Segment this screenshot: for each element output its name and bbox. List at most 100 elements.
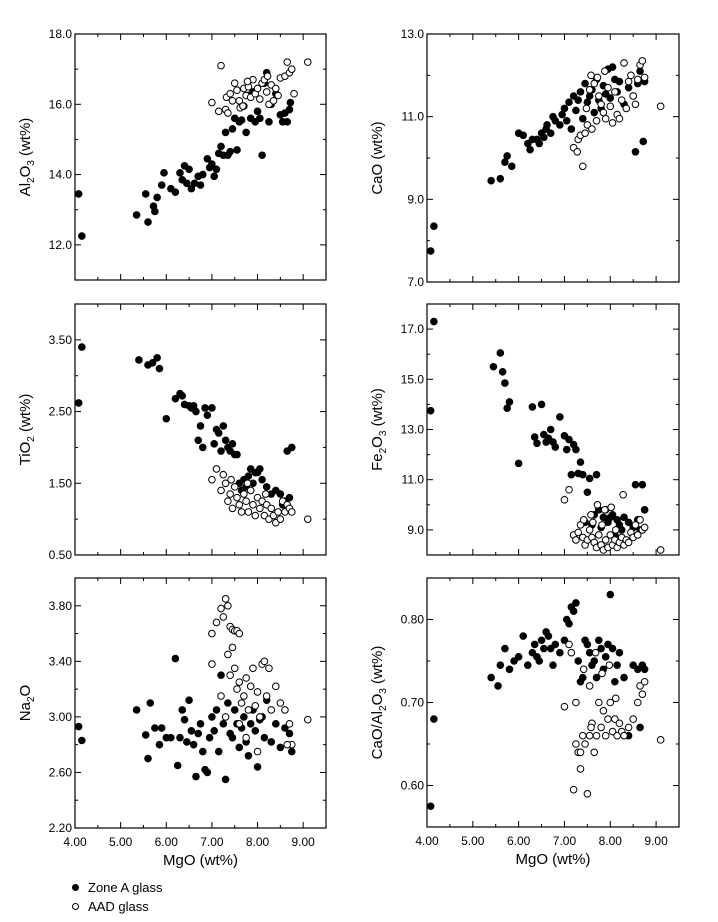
data-point-filled	[549, 661, 557, 669]
data-point-filled	[74, 399, 83, 407]
data-point-open	[572, 698, 580, 707]
y-tick-label: 1.50	[49, 476, 73, 490]
data-point-open	[578, 162, 587, 171]
data-point-filled	[212, 165, 221, 174]
data-point-open	[615, 114, 624, 123]
filled-circle-marker-icon	[72, 884, 79, 891]
data-point-filled	[208, 160, 216, 168]
data-point-open	[606, 698, 615, 707]
data-point-filled	[501, 158, 509, 166]
data-point-filled	[562, 445, 571, 454]
data-point-filled	[178, 706, 187, 714]
data-point-filled	[430, 715, 438, 723]
data-point-open	[636, 682, 644, 690]
data-point-open	[244, 508, 253, 516]
data-point-open	[276, 699, 285, 707]
data-point-open	[597, 100, 605, 109]
data-point-open	[219, 613, 228, 621]
data-point-open	[212, 618, 221, 627]
data-point-filled	[276, 490, 285, 498]
data-point-open	[256, 95, 264, 103]
data-point-filled	[546, 129, 555, 137]
data-point-filled	[171, 394, 180, 403]
data-point-filled	[228, 125, 237, 133]
data-point-filled	[203, 768, 212, 777]
data-point-filled	[519, 632, 528, 640]
y-axis-label-text: (wt%)	[369, 388, 386, 431]
legend-item-aad: AAD glass	[72, 899, 149, 914]
data-point-filled	[576, 458, 585, 466]
data-point-open	[224, 109, 232, 117]
data-point-open	[262, 692, 271, 700]
data-point-open	[221, 713, 230, 721]
y-tick-label: 17.0	[401, 322, 425, 336]
data-point-filled	[430, 222, 438, 230]
data-point-open	[656, 102, 665, 111]
data-point-filled	[185, 165, 193, 174]
data-point-filled	[505, 665, 514, 674]
y-axis-label-subscript: 2	[378, 705, 389, 711]
panel-na2o: 2.20 2.60 3.00 3.40 3.80 4.00 5.00 6.00 7.00 8.00…	[17, 577, 327, 869]
data-point-filled	[221, 775, 230, 784]
data-point-open	[243, 479, 252, 488]
series-zone-a-glass	[426, 317, 649, 539]
data-point-filled	[230, 706, 239, 714]
x-tick-label: 6.00	[507, 834, 531, 848]
data-point-filled	[615, 77, 624, 86]
data-point-filled	[194, 436, 203, 445]
data-point-filled	[253, 107, 262, 116]
data-point-filled	[551, 443, 560, 451]
data-point-open	[303, 515, 312, 523]
data-point-open	[587, 71, 595, 80]
data-point-filled	[519, 131, 528, 140]
data-point-open	[224, 650, 232, 659]
data-point-open	[611, 694, 620, 703]
y-tick-label: 18.0	[49, 27, 73, 41]
data-point-filled	[533, 439, 541, 448]
data-point-filled	[592, 470, 601, 479]
data-point-open	[627, 71, 635, 80]
data-point-filled	[537, 400, 546, 409]
data-point-open	[283, 740, 292, 749]
data-point-open	[589, 518, 597, 527]
data-point-open	[261, 490, 270, 498]
data-point-open	[235, 96, 244, 105]
data-point-open	[285, 720, 294, 728]
y-axis-label-text: (wt%)	[369, 646, 386, 689]
data-point-filled	[210, 172, 218, 181]
data-point-open	[235, 501, 244, 509]
data-point-open	[593, 73, 602, 82]
data-point-filled	[507, 162, 516, 171]
data-point-filled	[546, 425, 555, 434]
data-point-filled	[498, 367, 507, 376]
data-point-open	[217, 604, 225, 613]
panel-tio2: 0.50 1.50 2.50 3.50 TiO2 (wt%)	[17, 303, 327, 562]
y-axis-label: Fe2O3 (wt%)	[369, 388, 389, 471]
data-point-filled	[283, 118, 292, 126]
data-point-filled	[173, 761, 182, 770]
data-point-open	[605, 661, 614, 669]
data-point-open	[249, 664, 257, 673]
data-point-filled	[189, 740, 198, 749]
data-point-filled	[608, 63, 617, 71]
y-axis-label: Na2O	[17, 685, 37, 721]
data-point-open	[629, 715, 637, 723]
data-point-filled	[240, 713, 248, 721]
data-point-open	[263, 72, 272, 80]
y-axis-label-text: Al	[17, 183, 34, 196]
y-tick-label: 2.20	[49, 821, 73, 835]
data-point-filled	[569, 607, 578, 616]
data-point-filled	[185, 696, 193, 705]
data-point-open	[585, 526, 594, 534]
data-point-open	[228, 504, 237, 513]
data-point-open	[587, 511, 595, 519]
data-point-open	[226, 671, 234, 680]
data-point-filled	[430, 317, 438, 326]
plot-frame	[74, 303, 327, 556]
data-point-open	[208, 629, 216, 638]
data-point-open	[611, 526, 620, 534]
data-point-open	[591, 648, 600, 657]
data-point-open	[607, 503, 615, 512]
data-point-filled	[572, 106, 580, 115]
data-point-open	[611, 88, 619, 96]
